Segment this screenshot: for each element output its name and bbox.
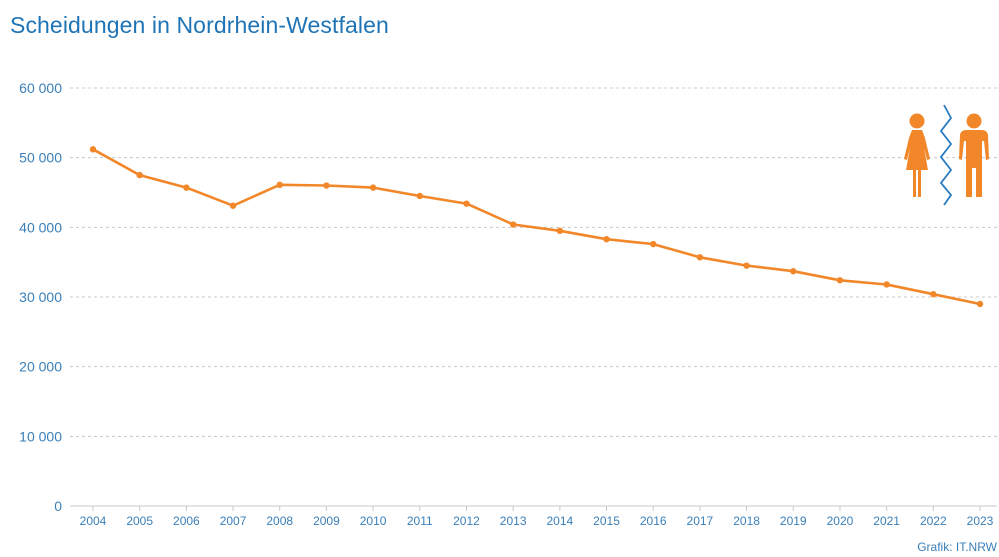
series-line (91, 148, 982, 306)
chart-title: Scheidungen in Nordrhein-Westfalen (10, 12, 389, 38)
data-point (743, 262, 750, 269)
data-point (790, 268, 797, 275)
divorce-illustration (904, 104, 989, 206)
x-tick-label: 2011 (407, 514, 433, 528)
source-credit: Grafik: IT.NRW (917, 540, 997, 554)
data-point (556, 227, 564, 235)
data-point (650, 240, 657, 248)
data-point (930, 291, 937, 298)
x-tick-label: 2007 (220, 514, 247, 528)
data-point (696, 254, 704, 261)
x-tick-label: 2015 (593, 514, 620, 528)
x-tick-label: 2022 (920, 514, 947, 528)
data-points (89, 146, 984, 308)
data-point (416, 192, 423, 200)
data-point (229, 202, 237, 209)
data-point (136, 171, 143, 179)
x-tick-label: 2009 (313, 514, 340, 528)
x-tick-label: 2018 (733, 514, 760, 528)
data-point (323, 182, 330, 189)
x-tick-label: 2013 (500, 514, 527, 528)
y-tick-label: 60 000 (19, 80, 62, 96)
grid-lines (70, 87, 997, 507)
data-point (369, 184, 377, 191)
data-point (276, 181, 283, 189)
y-tick-label: 30 000 (19, 289, 62, 305)
x-tick-label: 2017 (687, 514, 714, 528)
data-point (183, 184, 190, 191)
x-tick-label: 2010 (360, 514, 387, 528)
data-point (976, 300, 984, 308)
data-point (89, 146, 97, 153)
y-tick-label: 50 000 (19, 150, 62, 166)
x-tick-label: 2014 (546, 514, 573, 528)
x-tick-label: 2004 (80, 514, 107, 528)
zigzag-separator-icon (939, 104, 953, 206)
x-tick-label: 2012 (453, 514, 480, 528)
woman-icon (904, 113, 930, 197)
y-tick-label: 10 000 (19, 428, 62, 444)
data-point (509, 221, 517, 228)
x-tick-label: 2019 (780, 514, 807, 528)
data-point (603, 235, 610, 243)
y-tick-label: 40 000 (19, 219, 62, 235)
x-tick-label: 2021 (873, 514, 900, 528)
x-tick-label: 2023 (967, 514, 994, 528)
y-tick-label: 20 000 (19, 359, 62, 375)
x-tick-label: 2006 (173, 514, 200, 528)
man-icon (959, 113, 989, 197)
y-tick-label: 0 (54, 498, 62, 514)
data-point (836, 277, 844, 284)
x-tick-label: 2005 (126, 514, 153, 528)
data-point (463, 200, 470, 207)
y-axis-ticks: 0 10 000 20 000 30 000 40 000 50 000 60 000 (19, 80, 62, 514)
data-point (883, 281, 890, 288)
x-tick-label: 2016 (640, 514, 667, 528)
x-tick-label: 2020 (827, 514, 854, 528)
x-axis-ticks: 2004 2005 2006 2007 2008 2009 2010 2011 2012 2013… (80, 506, 994, 528)
x-tick-label: 2008 (266, 514, 293, 528)
